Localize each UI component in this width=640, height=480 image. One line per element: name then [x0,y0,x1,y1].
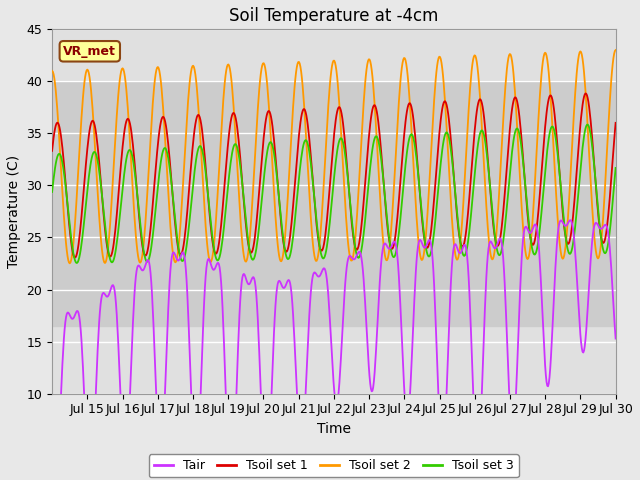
Text: VR_met: VR_met [63,45,116,58]
Y-axis label: Temperature (C): Temperature (C) [7,155,21,268]
Bar [52,81,616,326]
Title: Soil Temperature at -4cm: Soil Temperature at -4cm [229,7,438,25]
Legend: Tair, Tsoil set 1, Tsoil set 2, Tsoil set 3: Tair, Tsoil set 1, Tsoil set 2, Tsoil se… [149,455,519,478]
X-axis label: Time: Time [317,422,351,436]
